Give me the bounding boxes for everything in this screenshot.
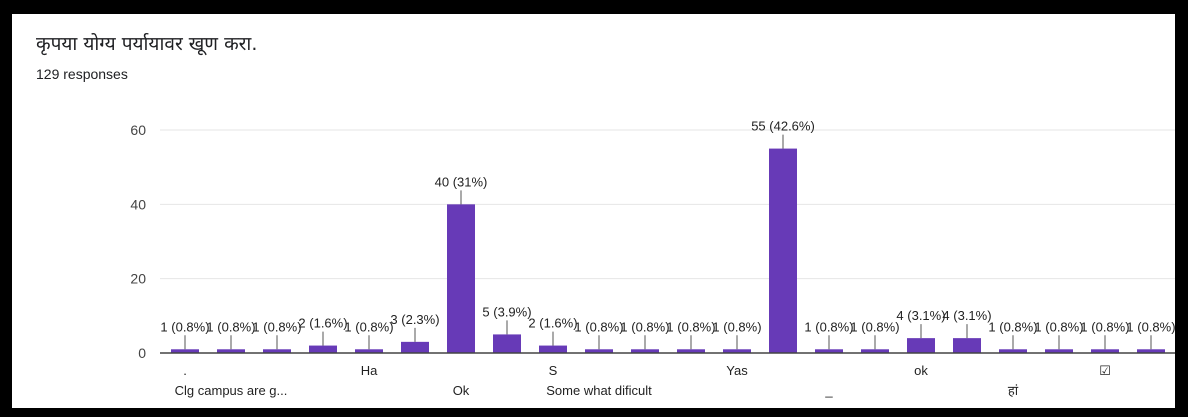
y-tick-label: 60 (130, 122, 146, 138)
data-label: 1 (0.8%) (1034, 319, 1083, 334)
x-category-label: Ok (453, 383, 470, 398)
data-label: 4 (3.1%) (942, 308, 991, 323)
data-label: 55 (42.6%) (751, 119, 815, 134)
bar (1091, 349, 1119, 353)
bar (769, 148, 797, 353)
x-category-label: S (549, 363, 558, 378)
x-category-label: . (183, 363, 187, 378)
bar (539, 345, 567, 353)
y-tick-label: 0 (138, 345, 146, 361)
bar (815, 349, 843, 353)
bar (999, 349, 1027, 353)
data-label: 1 (0.8%) (206, 319, 255, 334)
data-label: 1 (0.8%) (252, 319, 301, 334)
bar (585, 349, 613, 353)
data-label: 1 (0.8%) (344, 319, 393, 334)
data-label: 1 (0.8%) (620, 319, 669, 334)
bar (953, 338, 981, 353)
data-label: 40 (31%) (435, 174, 488, 189)
x-category-label: Yas (726, 363, 748, 378)
data-label: 2 (1.6%) (298, 316, 347, 331)
data-label: 4 (3.1%) (896, 308, 945, 323)
response-count: 129 responses (36, 66, 128, 82)
data-label: 1 (0.8%) (850, 319, 899, 334)
data-label: 1 (0.8%) (160, 319, 209, 334)
bar (493, 334, 521, 353)
data-label: 1 (0.8%) (666, 319, 715, 334)
x-category-label: ok (914, 363, 928, 378)
x-category-label: Clg campus are g... (175, 383, 288, 398)
bar (861, 349, 889, 353)
bar (1137, 349, 1165, 353)
bar (723, 349, 751, 353)
bar (631, 349, 659, 353)
y-tick-label: 40 (130, 196, 146, 212)
bar (171, 349, 199, 353)
data-label: 2 (1.6%) (528, 316, 577, 331)
data-label: 5 (3.9%) (482, 304, 531, 319)
x-category-label: Some what dificult (546, 383, 652, 398)
data-label: 3 (2.3%) (390, 312, 439, 327)
data-label: 1 (0.8%) (574, 319, 623, 334)
x-category-label: हां (1008, 383, 1019, 398)
data-label: 1 (0.8%) (1080, 319, 1129, 334)
question-title: कृपया योग्य पर्यायावर खूण करा. (36, 33, 258, 55)
data-label: 1 (0.8%) (804, 319, 853, 334)
x-category-label: _ (824, 383, 833, 398)
data-label: 1 (0.8%) (1126, 319, 1175, 334)
bar (907, 338, 935, 353)
y-tick-label: 20 (130, 271, 146, 287)
bar (401, 341, 429, 353)
bar (1045, 349, 1073, 353)
data-label: 1 (0.8%) (712, 319, 761, 334)
bar (447, 204, 475, 353)
bar (309, 345, 337, 353)
chart-card: कृपया योग्य पर्यायावर खूण करा. 129 respo… (12, 14, 1175, 408)
x-category-label: Ha (361, 363, 378, 378)
bar (677, 349, 705, 353)
bar (217, 349, 245, 353)
bar (263, 349, 291, 353)
x-category-label: ☑ (1099, 363, 1111, 378)
bar (355, 349, 383, 353)
data-label: 1 (0.8%) (988, 319, 1037, 334)
